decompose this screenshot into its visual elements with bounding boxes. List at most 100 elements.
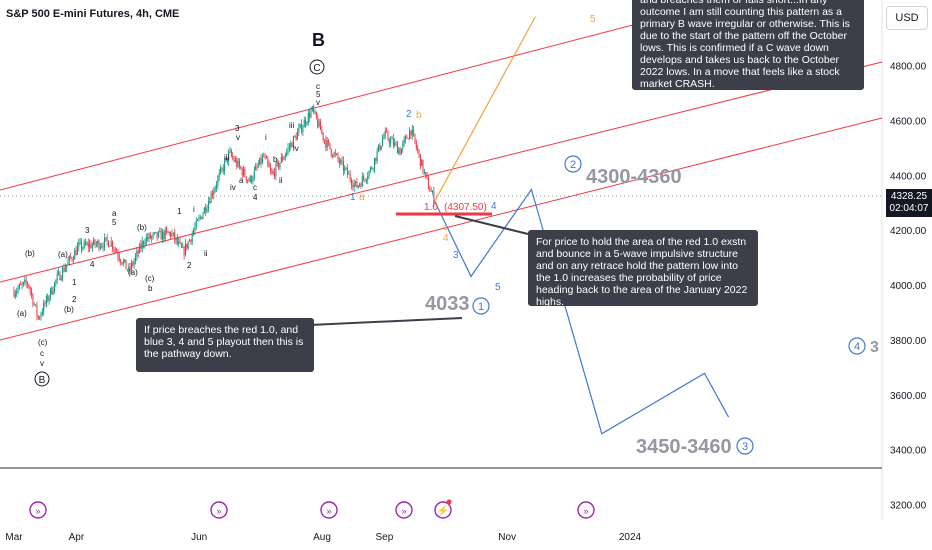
candle-body [59, 272, 61, 280]
candle-body [290, 142, 292, 148]
candle-body [329, 142, 331, 149]
candle-body [403, 139, 405, 144]
wave-label-i-left: i [193, 205, 195, 214]
candle-body [395, 142, 397, 144]
target-3450-3460-label: 3450-3460 [636, 436, 732, 458]
candle-body [220, 168, 222, 174]
wave-label-v-top: v [316, 98, 320, 107]
candle-body [318, 121, 320, 127]
price-tick-label: 4400.00 [890, 171, 927, 182]
wave-label-1-left: 1 [177, 207, 182, 216]
candle-body [344, 167, 346, 171]
candle-body [189, 239, 190, 242]
candle-body [86, 243, 88, 245]
target-circle-4: 4 [848, 337, 866, 355]
candle-body [186, 243, 188, 249]
candle-body [409, 130, 411, 139]
candle-body [90, 243, 92, 249]
lightning-icon[interactable]: ⚡ [434, 499, 452, 519]
current-price-tag: 4328.25 02:04:07 [886, 189, 932, 217]
candle-body [25, 280, 27, 284]
candle-body [211, 193, 213, 196]
candle-body [197, 219, 199, 221]
currency-button[interactable]: USD [886, 6, 928, 30]
candle-body [321, 130, 323, 133]
candle-body [399, 149, 401, 155]
candle-body [140, 244, 142, 249]
candle-body [120, 259, 122, 263]
candle-body [126, 269, 128, 271]
candle-body [270, 167, 271, 171]
candle-body [47, 296, 49, 301]
candle-body [52, 291, 54, 295]
candle-body [172, 232, 174, 234]
candle-body [32, 294, 34, 305]
svg-text:4: 4 [854, 341, 860, 353]
wave-label-iv-left: iv [230, 183, 236, 192]
event-icon-oct[interactable]: » [577, 501, 595, 519]
candle-body [72, 259, 74, 261]
wave-label-a-paren-3: (a) [128, 268, 138, 277]
wave-label-4-left: 4 [90, 260, 95, 269]
wave-label-2-blue: 2 [406, 109, 412, 120]
candle-body [406, 136, 408, 139]
wave-label-b-paren-2: (b) [64, 305, 74, 314]
candle-body [64, 267, 66, 272]
wave-label-3-grey: 3 [870, 339, 879, 356]
candle-body [298, 127, 300, 133]
candle-body [49, 288, 51, 298]
candle-body [210, 193, 212, 203]
candle-body [253, 170, 255, 179]
time-tick-label: Apr [69, 532, 85, 543]
candle-body [109, 246, 111, 248]
wave-label-4-blue: 4 [491, 201, 497, 212]
target-circle-3: 3 [736, 437, 754, 455]
callout-left-text: If price breaches the red 1.0, and blue … [144, 324, 304, 360]
event-icon-jun[interactable]: » [210, 501, 228, 519]
svg-text:»: » [326, 506, 331, 516]
wave-label-1-left-2: 1 [72, 278, 77, 287]
candle-body [341, 160, 343, 162]
event-icon-mar[interactable]: » [29, 501, 47, 519]
candle-body [264, 156, 266, 158]
candle-body [218, 173, 220, 178]
candle-body [417, 147, 419, 151]
wave-label-iii: iii [289, 121, 295, 130]
candle-body [81, 241, 82, 250]
candle-body [423, 171, 425, 173]
event-icon-aug[interactable]: » [320, 501, 338, 519]
candle-body [391, 138, 393, 140]
candle-body [217, 177, 219, 186]
candle-body [183, 247, 185, 256]
event-icon-sep[interactable]: » [395, 501, 413, 519]
candle-body [249, 176, 251, 182]
svg-text:1: 1 [478, 301, 484, 313]
candle-body [429, 188, 431, 192]
wave-label-v-bottom: v [40, 359, 44, 368]
candle-body [139, 244, 141, 254]
candle-body [229, 150, 231, 153]
candle-body [299, 124, 301, 128]
callout-left-pointer [309, 317, 463, 326]
candle-body [95, 243, 97, 245]
candle-body [213, 191, 215, 196]
callout-right-text: For price to hold the area of the red 1.… [536, 236, 748, 308]
price-tick-label: 4600.00 [890, 116, 927, 127]
candle-body [352, 184, 354, 188]
wave-label-a-left: a [112, 209, 117, 218]
candle-body [75, 250, 77, 255]
callout-right: For price to hold the area of the red 1.… [528, 230, 758, 308]
candle-body [82, 247, 84, 250]
candle-body [118, 256, 120, 260]
candle-body [294, 136, 296, 137]
candle-body [101, 246, 103, 247]
candle-body [388, 139, 390, 144]
candle-body [325, 139, 327, 148]
candle-body [383, 135, 385, 140]
callout-top: and breaches them or falls short...In an… [632, 0, 864, 90]
candle-body [76, 246, 78, 255]
candle-body [175, 237, 177, 241]
candle-body [180, 243, 182, 248]
candle-body [125, 259, 127, 270]
